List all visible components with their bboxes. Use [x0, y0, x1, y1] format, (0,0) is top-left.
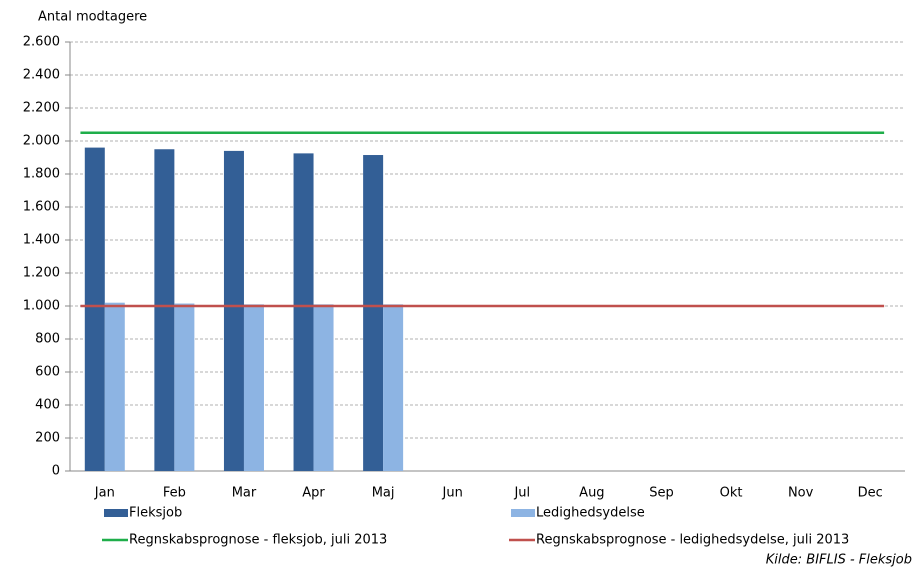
legend-key	[104, 509, 128, 517]
y-tick-label: 600	[35, 365, 60, 380]
bar	[104, 302, 125, 471]
x-tick-label: Dec	[858, 486, 883, 501]
bar	[223, 150, 244, 471]
y-tick-label: 0	[52, 464, 60, 479]
y-tick-label: 2.200	[23, 101, 60, 116]
x-tick-label: Nov	[788, 486, 814, 501]
y-tick-label: 1.200	[23, 266, 60, 281]
legend-key	[511, 509, 535, 517]
y-tick-label: 800	[35, 332, 60, 347]
x-tick-label: Jul	[513, 486, 530, 501]
y-tick-label: 2.000	[23, 134, 60, 149]
x-tick-label: Apr	[302, 486, 325, 501]
y-axis-label: Antal modtagere	[38, 10, 147, 25]
x-tick-label: Mar	[232, 486, 257, 501]
x-tick-label: Jan	[94, 486, 115, 501]
source: Kilde: BIFLIS - Fleksjob	[766, 553, 912, 567]
legend-label: Fleksjob	[129, 506, 182, 521]
bar	[313, 304, 334, 471]
legend-label: Regnskabsprognose - fleksjob, juli 2013	[129, 533, 387, 548]
bar	[154, 149, 175, 471]
y-tick-label: 1.600	[23, 200, 60, 215]
bar	[363, 155, 384, 471]
y-tick-label: 2.400	[23, 68, 60, 83]
bar	[174, 303, 195, 471]
x-tick-label: Okt	[720, 486, 743, 501]
bar	[84, 147, 105, 471]
bar	[383, 304, 404, 471]
x-tick-label: Maj	[372, 486, 395, 501]
y-tick-label: 1.800	[23, 167, 60, 182]
y-tick-label: 400	[35, 398, 60, 413]
bar	[243, 304, 264, 471]
y-tick-label: 200	[35, 431, 60, 446]
x-tick-label: Aug	[579, 486, 604, 501]
y-tick-label: 1.400	[23, 233, 60, 248]
y-tick-label: 1.000	[23, 299, 60, 314]
y-tick-label: 2.600	[23, 35, 60, 50]
legend-label: Ledighedsydelse	[536, 506, 645, 521]
x-tick-label: Jun	[442, 486, 463, 501]
x-tick-label: Feb	[163, 486, 186, 501]
x-tick-label: Sep	[649, 486, 674, 501]
legend-label: Regnskabsprognose - ledighedsydelse, jul…	[536, 533, 849, 548]
bar	[293, 153, 314, 471]
